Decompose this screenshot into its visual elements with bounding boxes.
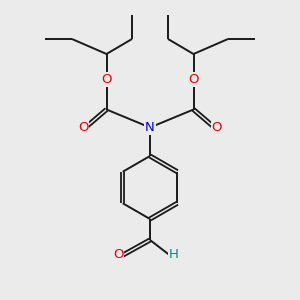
- Text: N: N: [145, 121, 155, 134]
- Text: H: H: [169, 248, 179, 262]
- Text: O: O: [101, 73, 112, 86]
- Text: O: O: [212, 121, 222, 134]
- Text: O: O: [78, 121, 88, 134]
- Text: O: O: [188, 73, 199, 86]
- Text: O: O: [113, 248, 124, 262]
